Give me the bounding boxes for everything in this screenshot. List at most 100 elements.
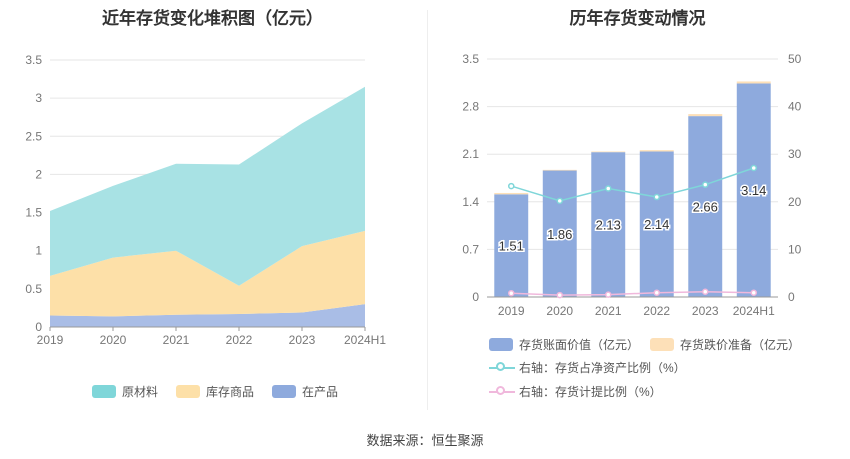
legend-label: 存货跌价准备（亿元） — [680, 338, 801, 352]
y-tick-label: 0.5 — [25, 282, 42, 296]
legend-label: 原材料 — [122, 385, 159, 399]
y2-tick-label: 50 — [788, 52, 802, 66]
stacked-area-chart: 0 0.5 1 1.5 2 2.5 3 3.5 2019 2020 2021 2022 2023 2024… — [25, 53, 386, 347]
data-label-halo: 3.14 — [741, 183, 766, 198]
bar-impairment — [591, 151, 626, 153]
bar-impairment — [639, 150, 674, 152]
data-label: 1.51 — [499, 239, 524, 254]
y2-tick-label: 10 — [788, 242, 802, 256]
line-point — [508, 289, 515, 297]
y-tick-label: 3.5 — [25, 53, 42, 67]
legend-label: 右轴：存货计提比例（%） — [519, 385, 662, 399]
line-point — [702, 181, 709, 188]
y2-tick-label: 20 — [788, 195, 802, 209]
legend-label: 库存商品 — [206, 385, 255, 399]
legend-item-impairment[interactable]: 存货跌价准备（亿元） — [650, 336, 800, 353]
legend-swatch — [650, 338, 674, 351]
line-series — [511, 291, 754, 296]
y-tick-label: 2.1 — [462, 147, 479, 161]
area-series — [50, 304, 365, 327]
y-tick-label: 1 — [35, 244, 42, 258]
x-tick-label: 2021 — [595, 304, 622, 318]
legend-label: 存货账面价值（亿元） — [519, 338, 640, 352]
bar-book-value — [639, 151, 674, 297]
data-label: 2.66 — [693, 200, 718, 215]
bar-impairment — [494, 192, 529, 195]
line-point — [556, 291, 563, 299]
x-tick-label: 2021 — [163, 333, 190, 347]
line-point — [605, 291, 612, 298]
inventory-bar-chart: 0 0.7 1.4 2.1 2.8 3.5 0 10 20 30 40 50 2019 2020 2021 2… — [462, 52, 802, 318]
legend-swatch — [489, 338, 513, 351]
line-series — [511, 167, 754, 202]
x-tick-label: 2023 — [692, 304, 719, 318]
legend-item-book-value[interactable]: 存货账面价值（亿元） — [489, 336, 639, 353]
y-tick-label: 2.8 — [462, 100, 479, 114]
line-point — [605, 185, 612, 192]
left-chart-title: 近年存货变化堆积图（亿元） — [102, 9, 323, 28]
data-source: 数据来源：恒生聚源 — [366, 433, 484, 448]
legend-swatch — [272, 385, 297, 398]
bar-book-value — [736, 83, 771, 297]
line-point — [508, 182, 515, 190]
data-label-halo: 1.86 — [547, 227, 572, 242]
x-tick-label: 2019 — [498, 304, 525, 318]
legend-left: 原材料 库存商品 在产品 — [92, 383, 338, 400]
x-tick-label: 2020 — [546, 304, 573, 318]
y2-tick-label: 40 — [788, 100, 802, 114]
bar-impairment — [542, 169, 577, 171]
y2-tick-label: 0 — [788, 290, 795, 304]
legend-item-provision-ratio[interactable]: 右轴：存货计提比例（%） — [489, 383, 662, 400]
x-tick-label: 2022 — [643, 304, 670, 318]
x-tick-label: 2019 — [37, 333, 64, 347]
legend-label: 右轴：存货占净资产比例（%） — [519, 361, 686, 375]
legend-item-wip[interactable]: 在产品 — [272, 383, 338, 400]
bar-impairment — [736, 81, 771, 84]
bar-book-value — [591, 152, 626, 297]
area-series — [50, 86, 365, 286]
y-tick-label: 2.5 — [25, 129, 42, 143]
bar-impairment — [688, 114, 723, 117]
panel-divider — [427, 10, 428, 410]
x-tick-label: 2024H1 — [344, 333, 386, 347]
y-tick-label: 1.4 — [462, 195, 479, 209]
line-point — [702, 288, 709, 296]
data-label-halo: 2.66 — [693, 200, 718, 215]
bar-book-value — [688, 116, 723, 298]
bar-book-value — [542, 170, 577, 297]
data-label-halo: 1.51 — [499, 239, 524, 254]
legend-label: 在产品 — [302, 385, 339, 399]
legend-line-swatch — [489, 385, 515, 399]
data-label: 3.14 — [741, 183, 766, 198]
y-tick-label: 3.5 — [462, 52, 479, 66]
bar-book-value — [494, 194, 529, 297]
data-label: 2.13 — [596, 218, 621, 233]
line-point — [653, 289, 660, 296]
legend-item-finished-goods[interactable]: 库存商品 — [176, 383, 254, 400]
y-tick-label: 0.7 — [462, 242, 479, 256]
y-tick-label: 3 — [35, 91, 42, 105]
legend-item-raw-material[interactable]: 原材料 — [92, 383, 158, 400]
line-point — [750, 289, 757, 296]
line-point — [750, 164, 757, 172]
right-chart-title: 历年存货变动情况 — [569, 9, 706, 28]
x-tick-label: 2022 — [226, 333, 253, 347]
legend-line-swatch — [489, 361, 515, 375]
data-label: 1.86 — [547, 227, 572, 242]
y-tick-label: 1.5 — [25, 206, 42, 220]
x-tick-label: 2024H1 — [733, 304, 775, 318]
y2-tick-label: 30 — [788, 147, 802, 161]
y-tick-label: 0 — [472, 290, 479, 304]
y-tick-label: 2 — [35, 167, 42, 181]
legend-item-ratio-net-assets[interactable]: 右轴：存货占净资产比例（%） — [489, 359, 686, 376]
data-label-halo: 2.13 — [596, 218, 621, 233]
x-tick-label: 2020 — [100, 333, 127, 347]
x-tick-label: 2023 — [289, 333, 316, 347]
data-label-halo: 2.14 — [644, 217, 669, 232]
line-point — [556, 197, 563, 205]
line-point — [653, 193, 660, 201]
legend-swatch — [92, 385, 116, 398]
area-series — [50, 230, 365, 317]
data-label: 2.14 — [644, 217, 669, 232]
y-tick-label: 0 — [35, 320, 42, 334]
